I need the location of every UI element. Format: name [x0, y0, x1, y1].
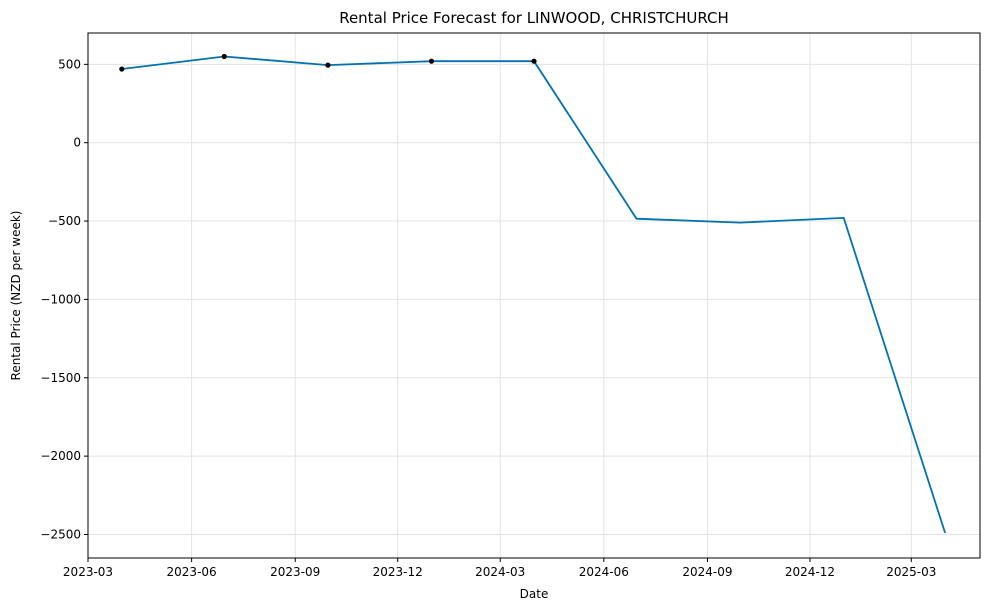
x-tick-label: 2024-03	[475, 565, 525, 579]
x-tick-label: 2023-03	[63, 565, 113, 579]
grid	[87, 33, 980, 558]
y-axis: 500 0 −500 −1000 −1500 −2000 −2500	[40, 57, 88, 541]
y-axis-label: Rental Price (NZD per week)	[9, 211, 23, 381]
y-tick-label: −1500	[40, 371, 81, 385]
plot-frame	[87, 32, 981, 559]
x-tick-label: 2023-09	[270, 565, 320, 579]
x-axis-label: Date	[520, 587, 549, 601]
y-tick-label: −2000	[40, 449, 81, 463]
observed-point	[531, 58, 537, 64]
x-tick-label: 2024-06	[579, 565, 629, 579]
x-tick-label: 2023-06	[167, 565, 217, 579]
x-axis: 2023-03 2023-06 2023-09 2023-12 2024-03 2024-…	[63, 558, 936, 579]
y-tick-label: 500	[58, 57, 81, 71]
y-tick-label: −2500	[40, 527, 81, 541]
observed-point	[119, 66, 125, 72]
x-tick-label: 2024-09	[682, 565, 732, 579]
chart-title: Rental Price Forecast for LINWOOD, CHRIS…	[339, 9, 729, 27]
x-tick-label: 2023-12	[373, 565, 423, 579]
observed-point	[428, 58, 435, 64]
x-tick-label: 2025-03	[886, 565, 936, 579]
observed-point	[221, 53, 227, 60]
y-tick-label: −500	[48, 214, 81, 228]
y-tick-label: 0	[73, 136, 81, 150]
y-tick-label: −1000	[40, 292, 81, 306]
series	[119, 53, 946, 534]
x-tick-label: 2024-12	[785, 565, 835, 579]
observed-point	[325, 62, 331, 68]
